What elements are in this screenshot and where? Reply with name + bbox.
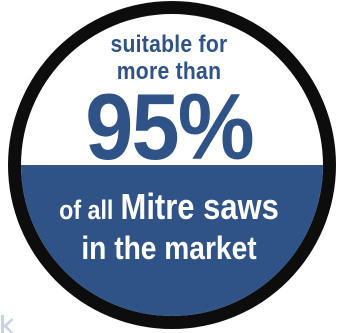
top-text-line2: more than [116, 58, 222, 85]
percentage-value: 95% [85, 74, 254, 179]
top-text-line1: suitable for [110, 31, 228, 58]
bottom-text-line2: in the market [81, 230, 257, 266]
bottom-text-line1: of all Mitre saws [24, 189, 315, 225]
bottom-text-line1-part1: of all [59, 195, 114, 225]
watermark-fragment-icon [1, 315, 14, 333]
bottom-text-line1-part2: Mitre saws [120, 186, 279, 227]
circular-badge [8, 1, 336, 329]
